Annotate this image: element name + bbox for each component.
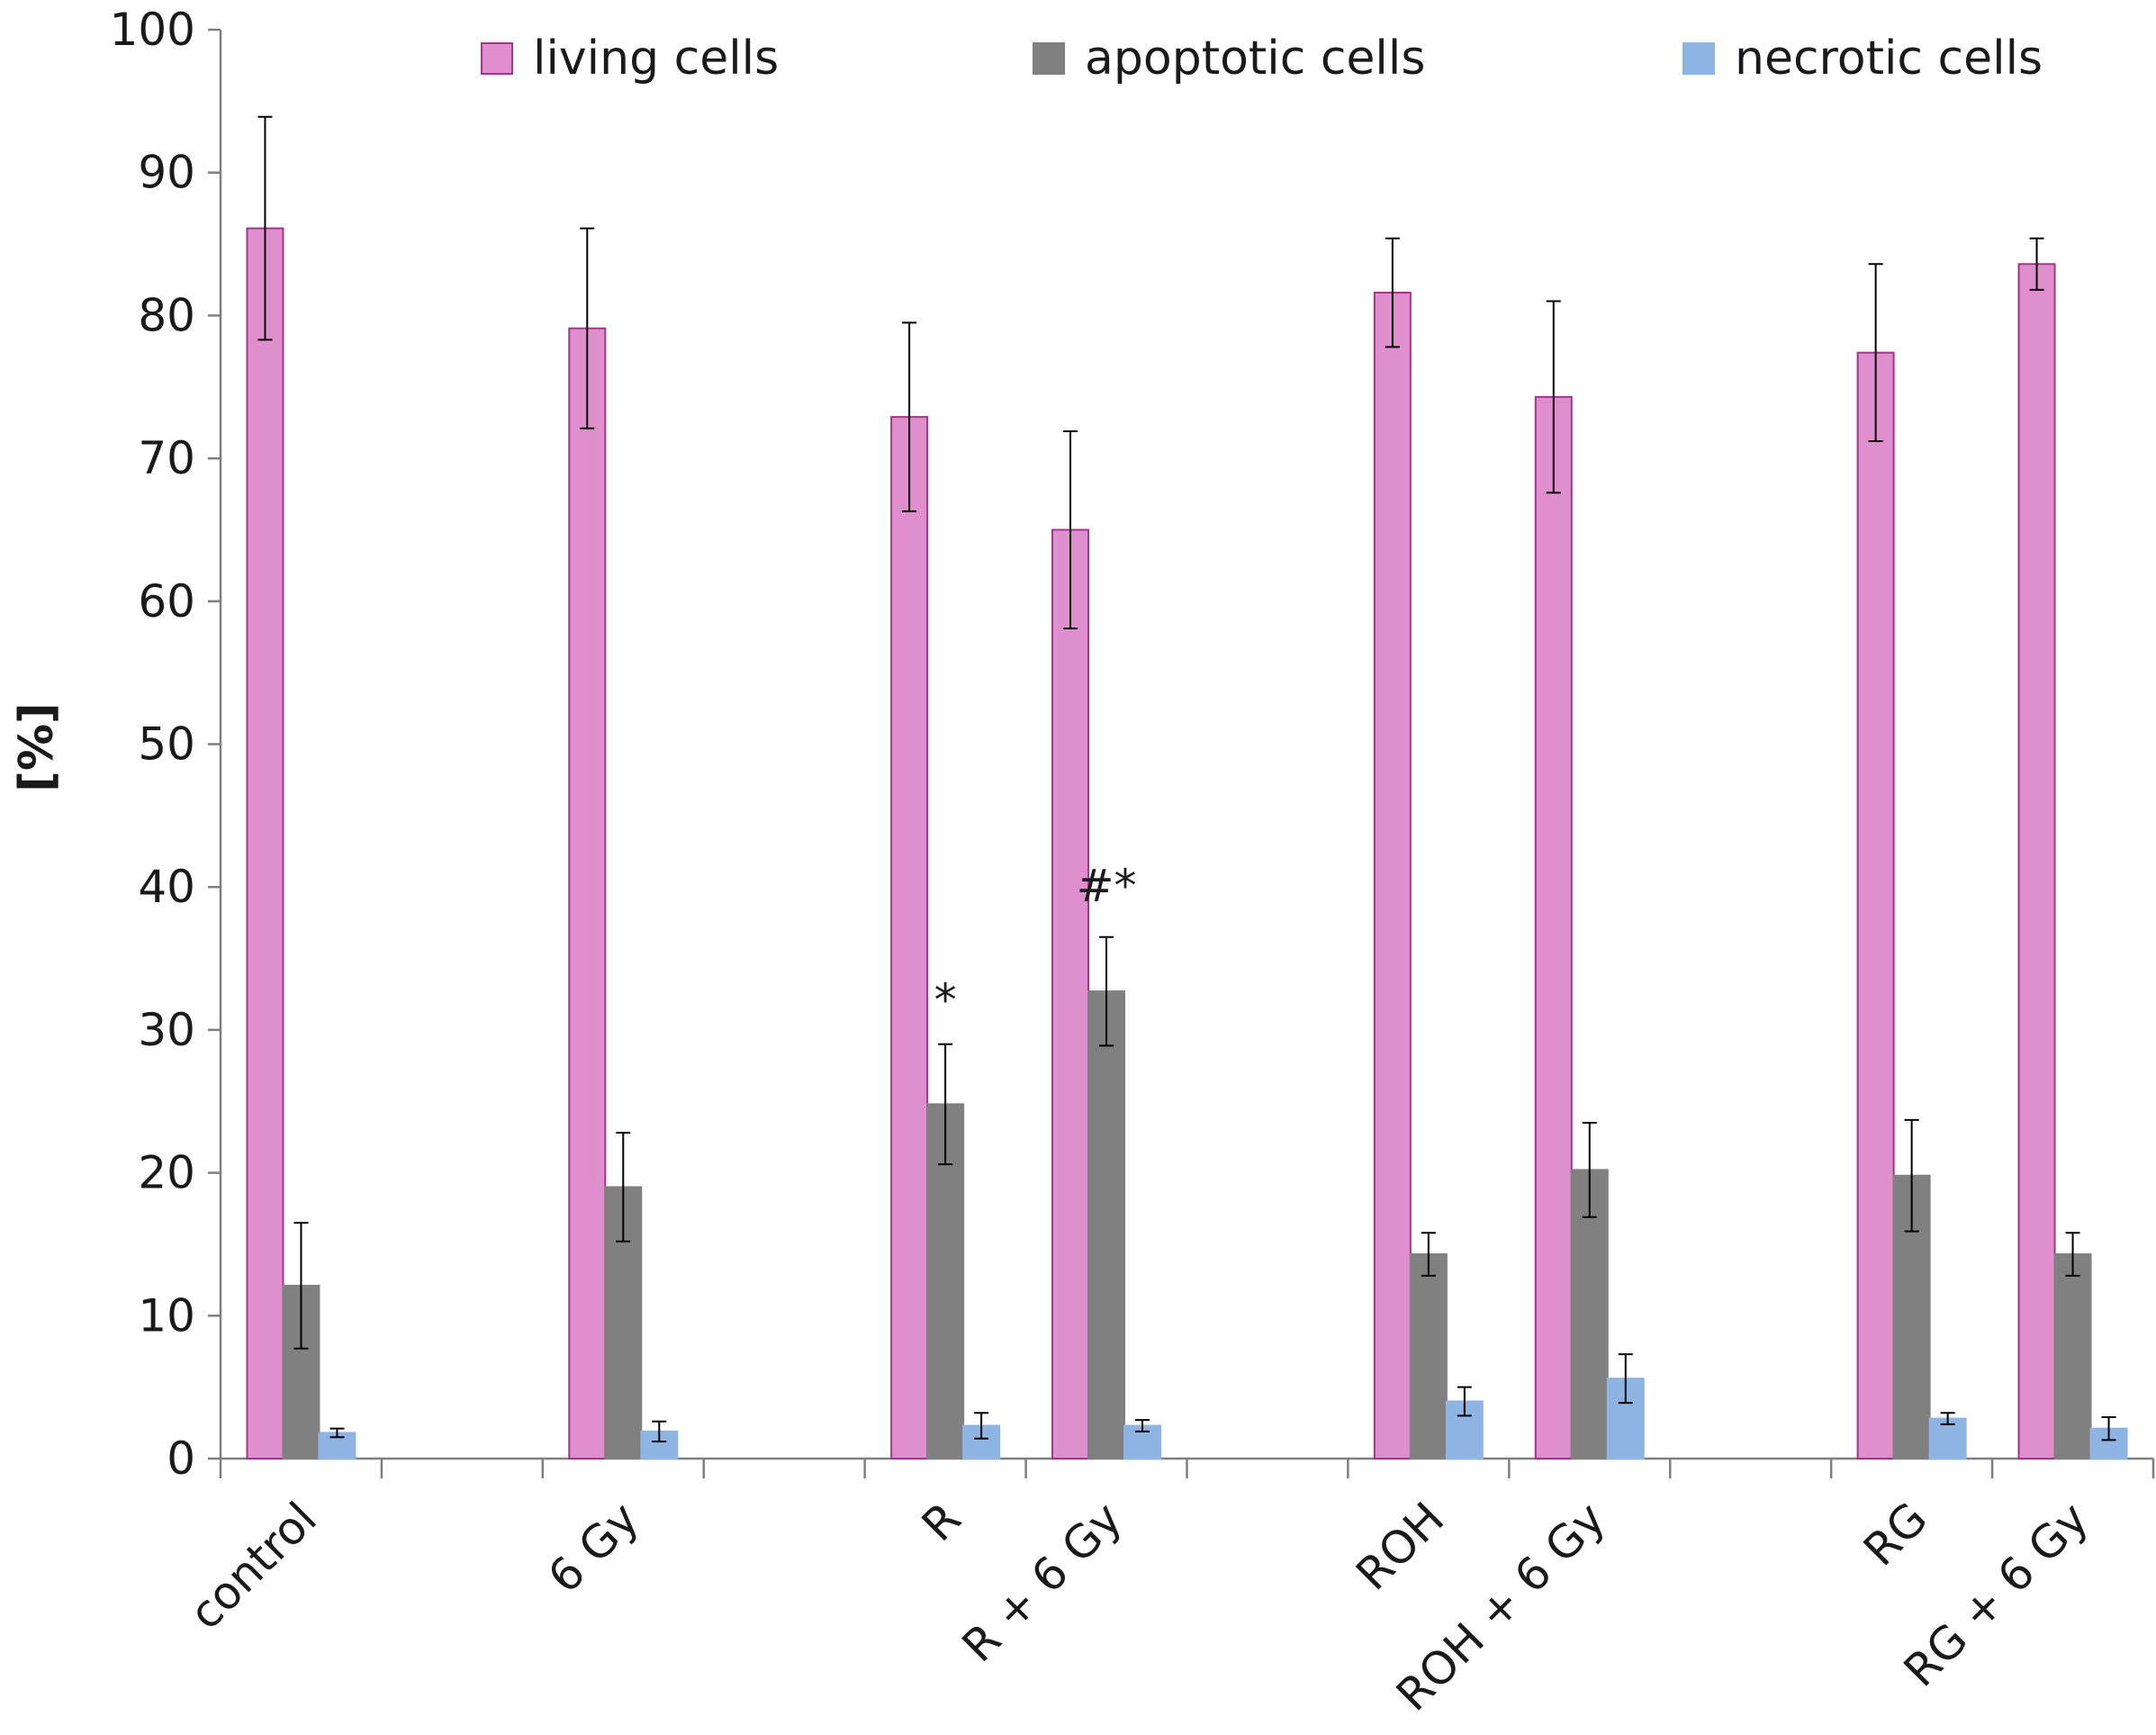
annotations: * #* (934, 860, 1137, 1026)
y-tick-label: 100 (110, 4, 195, 56)
x-category-label: RG (1854, 1492, 1937, 1576)
significance-marker: * (934, 974, 957, 1026)
legend-swatch (481, 42, 513, 75)
significance-marker: #* (1077, 860, 1137, 912)
y-tick-label: 20 (138, 1147, 195, 1199)
bar-apoptotic-cells (2053, 1253, 2092, 1459)
y-tick-label: 80 (138, 289, 195, 341)
y-tick-label: 90 (138, 147, 195, 199)
y-tick-label: 50 (138, 718, 195, 771)
y-axis-label: [%] (10, 702, 64, 792)
legend-label: necrotic cells (1735, 32, 2043, 86)
bars (246, 227, 2128, 1460)
bar-living-cells (568, 327, 607, 1460)
legend: living cells apoptotic cells necrotic cell… (481, 32, 2043, 86)
y-tick-label: 60 (138, 575, 195, 628)
bar-living-cells (2017, 263, 2056, 1460)
x-category-label: control (179, 1492, 327, 1640)
bar-apoptotic-cells (604, 1186, 643, 1459)
bar-living-cells (1856, 351, 1895, 1459)
legend-label: living cells (533, 32, 779, 86)
legend-swatch (1682, 42, 1715, 75)
x-category-label: ROH (1346, 1492, 1454, 1600)
bar-apoptotic-cells (1570, 1169, 1609, 1460)
bar-living-cells (890, 416, 929, 1459)
y-tick-label: 40 (138, 861, 195, 913)
y-tick-label: 0 (167, 1432, 195, 1485)
error-bars (257, 115, 2116, 1442)
bar-living-cells (1051, 529, 1090, 1460)
bar-apoptotic-cells (1087, 990, 1126, 1459)
y-tick-label: 10 (138, 1289, 195, 1342)
bar-living-cells (1373, 292, 1412, 1459)
x-category-label: R (912, 1492, 971, 1551)
legend-swatch (1033, 42, 1065, 75)
bar-living-cells (246, 227, 284, 1459)
legend-label: apoptotic cells (1085, 32, 1425, 86)
bar-apoptotic-cells (1409, 1253, 1448, 1459)
x-category-label: R + 6 Gy (952, 1492, 1132, 1672)
x-category-label: 6 Gy (538, 1492, 649, 1603)
bar-living-cells (1534, 395, 1573, 1459)
y-tick-label: 70 (138, 432, 195, 484)
y-tick-label: 30 (138, 1004, 195, 1056)
